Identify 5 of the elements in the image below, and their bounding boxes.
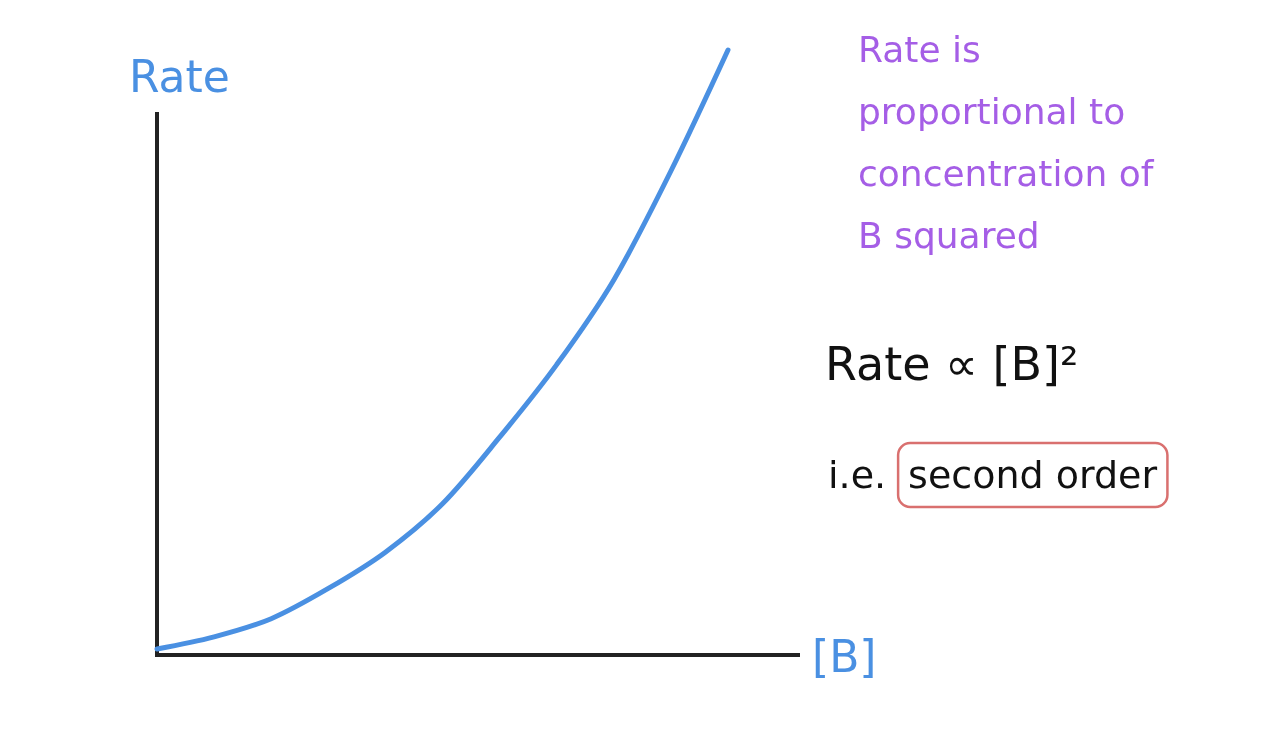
x-axis-title: [B] — [812, 631, 877, 682]
text: Rate is proportional to concentration of B squared — [858, 29, 1155, 256]
text: i.e. second order — [828, 453, 1158, 497]
text: Rate ∝ [B]² — [825, 337, 1079, 391]
y-axis-title: Rate — [129, 51, 230, 102]
